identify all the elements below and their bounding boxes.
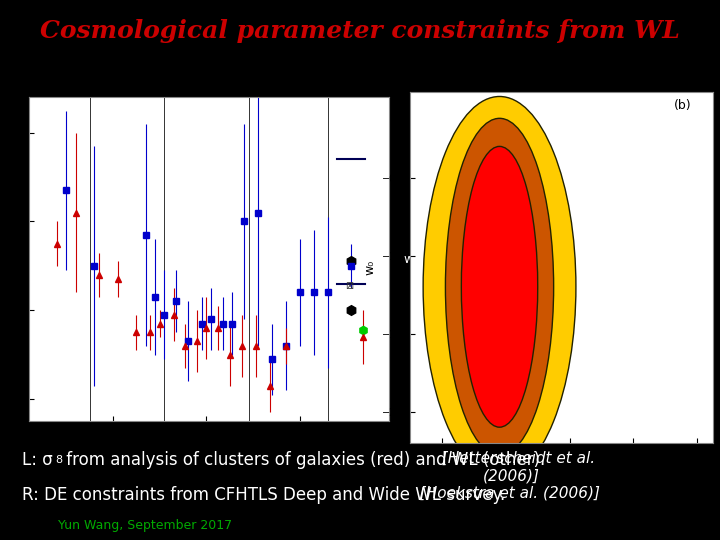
Text: (b): (b)	[673, 99, 691, 112]
Y-axis label: σ8: σ8	[0, 251, 3, 267]
Ellipse shape	[423, 97, 576, 477]
Ellipse shape	[446, 118, 554, 455]
Text: Yun Wang, September 2017: Yun Wang, September 2017	[58, 519, 232, 532]
Text: (2006)]: (2006)]	[482, 468, 539, 483]
X-axis label: year: year	[197, 442, 221, 451]
Ellipse shape	[462, 146, 538, 427]
Text: 8: 8	[55, 455, 63, 465]
Text: L: σ: L: σ	[22, 451, 53, 469]
Text: [Hetterscheidt et al.: [Hetterscheidt et al.	[432, 451, 595, 466]
Text: from analysis of clusters of galaxies (red) and WL (other).: from analysis of clusters of galaxies (r…	[61, 451, 546, 469]
Text: [Hoekstra et al. (2006)]: [Hoekstra et al. (2006)]	[410, 486, 600, 501]
Text: w₀: w₀	[403, 253, 418, 266]
X-axis label: Ωm: Ωm	[551, 463, 572, 476]
Text: R: DE constraints from CFHTLS Deep and Wide WL survey.: R: DE constraints from CFHTLS Deep and W…	[22, 486, 505, 504]
Text: ⊠: ⊠	[345, 281, 353, 291]
Y-axis label: w₀: w₀	[364, 260, 377, 275]
Text: Cosmological parameter constraints from WL: Cosmological parameter constraints from …	[40, 19, 680, 43]
